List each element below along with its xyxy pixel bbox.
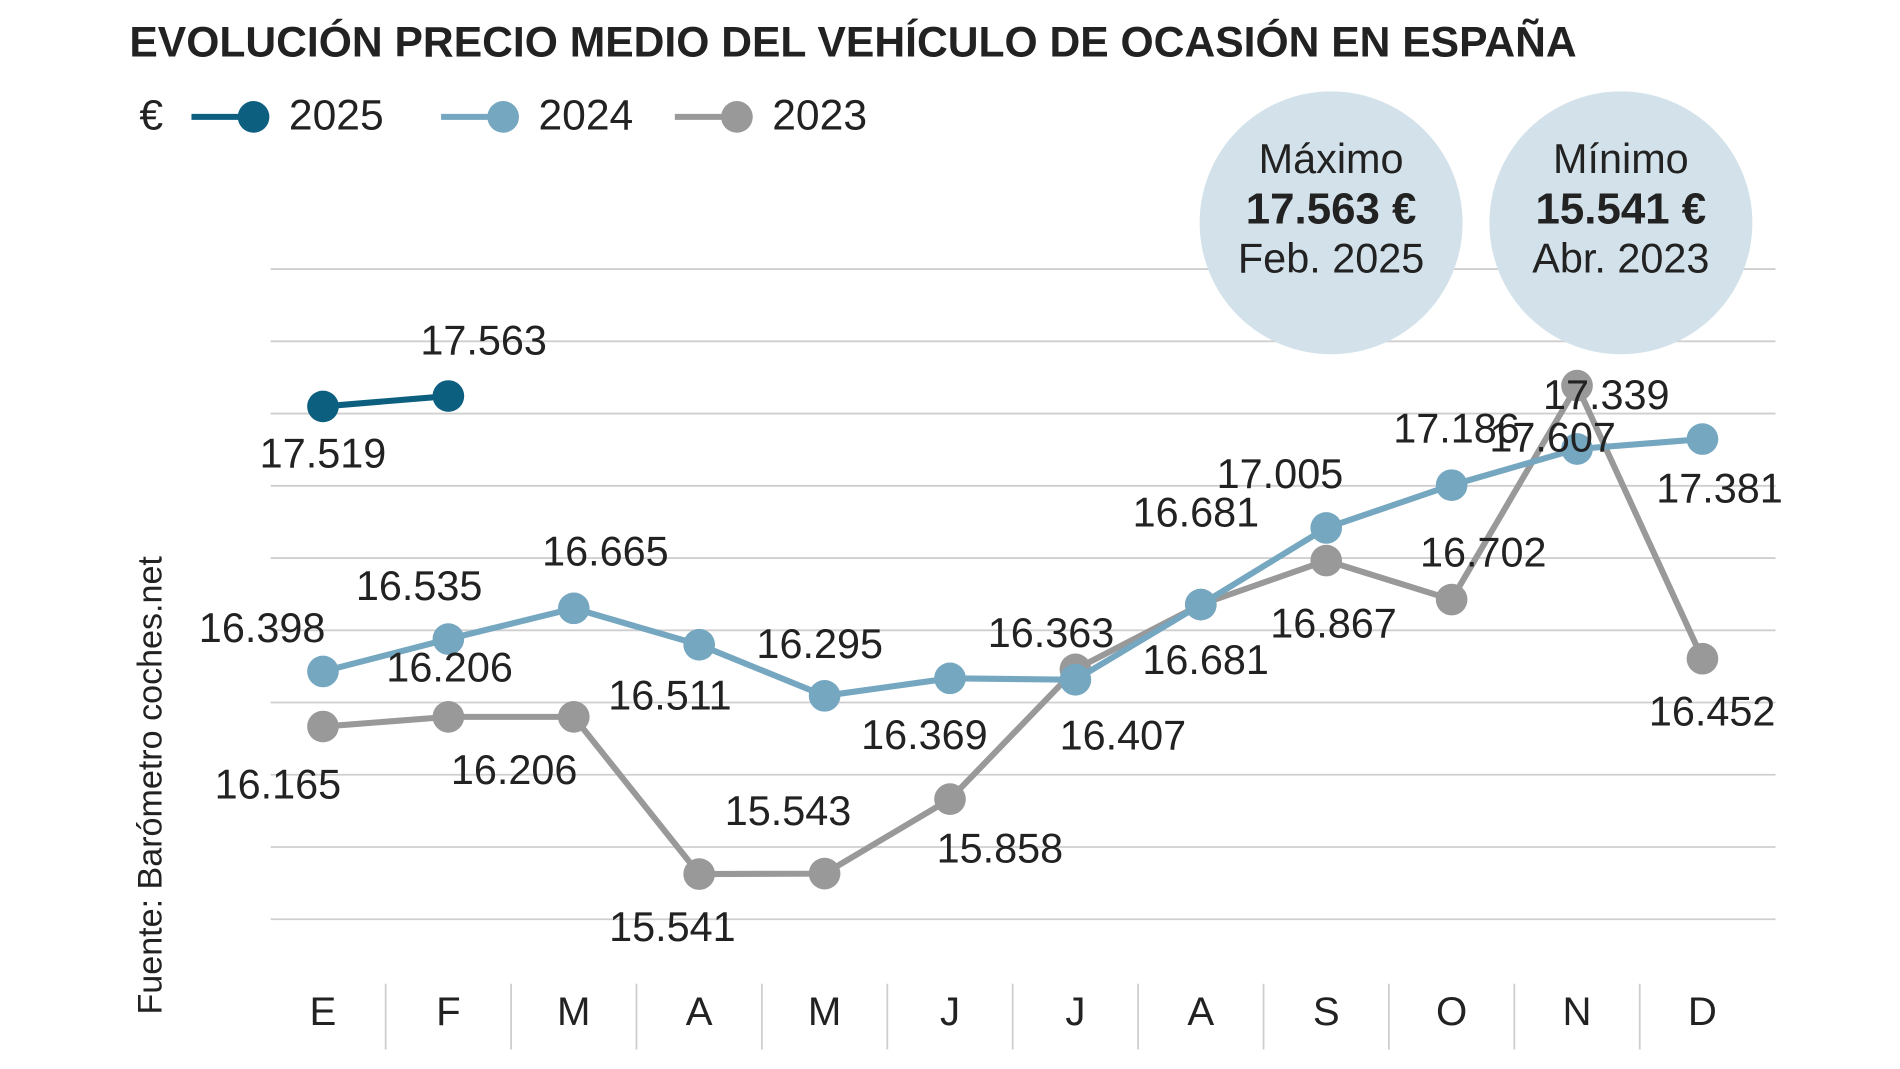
legend-marker xyxy=(487,101,519,133)
data-label: 16.363 xyxy=(988,610,1115,656)
data-label: 16.206 xyxy=(386,645,513,691)
data-point xyxy=(307,710,339,743)
data-point xyxy=(1310,512,1343,544)
annotation-title: Mínimo xyxy=(1553,136,1689,182)
x-tick-label: M xyxy=(557,989,590,1034)
data-label: 16.295 xyxy=(756,621,883,667)
data-point xyxy=(1686,642,1719,675)
x-tick-label: A xyxy=(686,989,713,1034)
data-point xyxy=(557,592,590,625)
data-label: 16.452 xyxy=(1649,689,1776,735)
data-point xyxy=(307,655,339,688)
data-point xyxy=(307,390,339,423)
unit-label: € xyxy=(139,91,163,139)
data-point xyxy=(1184,588,1217,621)
x-tick-label: A xyxy=(1187,989,1214,1034)
data-label: 16.681 xyxy=(1133,490,1260,536)
data-label: 15.543 xyxy=(725,788,852,834)
data-point xyxy=(808,857,841,890)
annotation-bubble xyxy=(1489,91,1753,355)
x-tick-label: E xyxy=(310,989,337,1034)
data-label: 16.702 xyxy=(1420,530,1547,576)
series-line xyxy=(322,436,1703,699)
data-point xyxy=(1059,663,1092,696)
legend-label: 2023 xyxy=(772,91,867,139)
annotation-date: Feb. 2025 xyxy=(1238,236,1424,282)
data-point xyxy=(1435,583,1468,616)
annotation-title: Máximo xyxy=(1259,136,1404,182)
x-tick-label: N xyxy=(1563,989,1592,1034)
data-label: 17.563 xyxy=(420,318,547,364)
legend-marker xyxy=(237,101,270,133)
data-label: 16.511 xyxy=(608,672,731,718)
x-tick-label: F xyxy=(436,989,461,1034)
annotation-value: 17.563 € xyxy=(1246,184,1417,233)
data-point xyxy=(1561,369,1593,402)
data-label: 17.005 xyxy=(1217,451,1344,497)
data-label: 15.541 xyxy=(609,904,736,950)
data-point xyxy=(432,623,465,655)
data-point xyxy=(1686,423,1719,455)
annotation-value: 15.541 € xyxy=(1536,184,1707,233)
data-point xyxy=(808,679,841,712)
data-label: 16.867 xyxy=(1270,600,1397,646)
data-label: 17.186 xyxy=(1393,406,1520,452)
data-point xyxy=(1435,469,1468,501)
data-label: 16.206 xyxy=(451,747,578,793)
data-point xyxy=(934,783,966,815)
x-tick-label: D xyxy=(1688,989,1717,1034)
x-tick-label: M xyxy=(808,989,841,1034)
data-label: 15.858 xyxy=(937,825,1064,871)
data-label: 16.681 xyxy=(1142,637,1269,683)
source: Fuente: Barómetro coches.net xyxy=(132,556,170,1015)
x-tick-label: J xyxy=(1065,989,1085,1034)
annotation-date: Abr. 2023 xyxy=(1532,236,1709,282)
x-tick-label: S xyxy=(1313,989,1340,1034)
data-label: 17.339 xyxy=(1543,372,1670,418)
data-label: 17.607 xyxy=(1489,414,1616,460)
data-label: 16.407 xyxy=(1060,713,1187,759)
data-point xyxy=(934,662,966,695)
series-line xyxy=(322,382,1706,878)
data-label: 16.369 xyxy=(861,712,988,758)
data-point xyxy=(432,701,465,733)
chart-title: EVOLUCIÓN PRECIO MEDIO DEL VEHÍCULO DE O… xyxy=(129,17,1576,66)
legend-label: 2025 xyxy=(289,91,384,139)
x-tick-label: O xyxy=(1436,989,1467,1034)
data-point xyxy=(683,858,716,890)
data-point xyxy=(683,628,716,661)
data-point xyxy=(1310,544,1343,577)
data-label: 17.519 xyxy=(260,430,387,476)
annotation-bubble xyxy=(1199,91,1463,355)
legend-label: 2024 xyxy=(538,91,633,139)
data-point xyxy=(432,380,465,412)
x-tick-label: J xyxy=(940,989,960,1034)
data-label: 17.381 xyxy=(1656,465,1783,511)
data-label: 16.398 xyxy=(199,605,326,651)
data-label: 16.665 xyxy=(542,529,669,575)
data-point xyxy=(1561,433,1593,465)
data-label: 16.535 xyxy=(356,563,483,609)
series-line xyxy=(322,393,449,410)
data-label: 16.165 xyxy=(215,761,342,807)
data-point xyxy=(557,701,590,733)
legend-marker xyxy=(721,101,753,133)
